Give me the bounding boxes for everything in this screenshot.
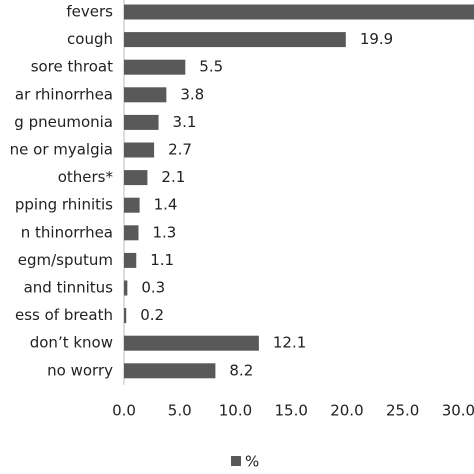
- category-label: cough: [67, 30, 113, 48]
- bar: [124, 170, 148, 186]
- category-label: others*: [58, 168, 114, 186]
- value-label: 3.8: [180, 85, 204, 103]
- legend-swatch: [231, 456, 241, 466]
- x-tick-label: 15.0: [274, 402, 307, 420]
- bar: [124, 32, 346, 48]
- bar: [124, 225, 139, 241]
- bar: [124, 363, 216, 379]
- bar: [124, 4, 474, 20]
- x-tick-label: 30.0: [442, 402, 474, 420]
- x-tick-label: 25.0: [386, 402, 419, 420]
- bar: [124, 197, 140, 213]
- value-label: 2.1: [161, 168, 185, 186]
- category-label: fevers: [66, 3, 113, 21]
- x-tick-label: 0.0: [112, 402, 136, 420]
- category-label: pping rhinitis: [15, 196, 113, 214]
- bar: [124, 280, 128, 296]
- value-label: 1.3: [152, 223, 176, 241]
- category-label: ne or myalgia: [10, 141, 113, 159]
- bar: [124, 252, 137, 268]
- value-label: 3.1: [173, 113, 197, 131]
- category-label: egm/sputum: [18, 251, 113, 269]
- value-label: 5.5: [199, 58, 223, 76]
- bar: [124, 142, 155, 158]
- bar: [124, 59, 186, 75]
- category-label: don’t know: [30, 334, 113, 352]
- x-tick-label: 5.0: [168, 402, 192, 420]
- category-label: ess of breath: [15, 306, 113, 324]
- value-label: 8.2: [229, 361, 253, 379]
- category-label: and tinnitus: [24, 279, 114, 297]
- category-label: ar rhinorrhea: [15, 85, 113, 103]
- value-label: 0.3: [141, 279, 165, 297]
- value-label: 0.2: [140, 306, 164, 324]
- bar: [124, 87, 167, 103]
- legend-label: %: [245, 453, 259, 471]
- bar: [124, 114, 159, 130]
- category-label: g pneumonia: [14, 113, 113, 131]
- bar: [124, 335, 259, 351]
- value-label: 2.7: [168, 141, 192, 159]
- bar: [124, 308, 127, 324]
- category-label: n thinorrhea: [21, 223, 113, 241]
- category-label: sore throat: [31, 58, 113, 76]
- category-label: no worry: [47, 361, 113, 379]
- value-label: 12.1: [273, 334, 306, 352]
- x-tick-label: 10.0: [219, 402, 252, 420]
- value-label: 1.1: [150, 251, 174, 269]
- value-label: 19.9: [360, 30, 393, 48]
- x-tick-label: 20.0: [330, 402, 363, 420]
- value-label: 1.4: [154, 196, 178, 214]
